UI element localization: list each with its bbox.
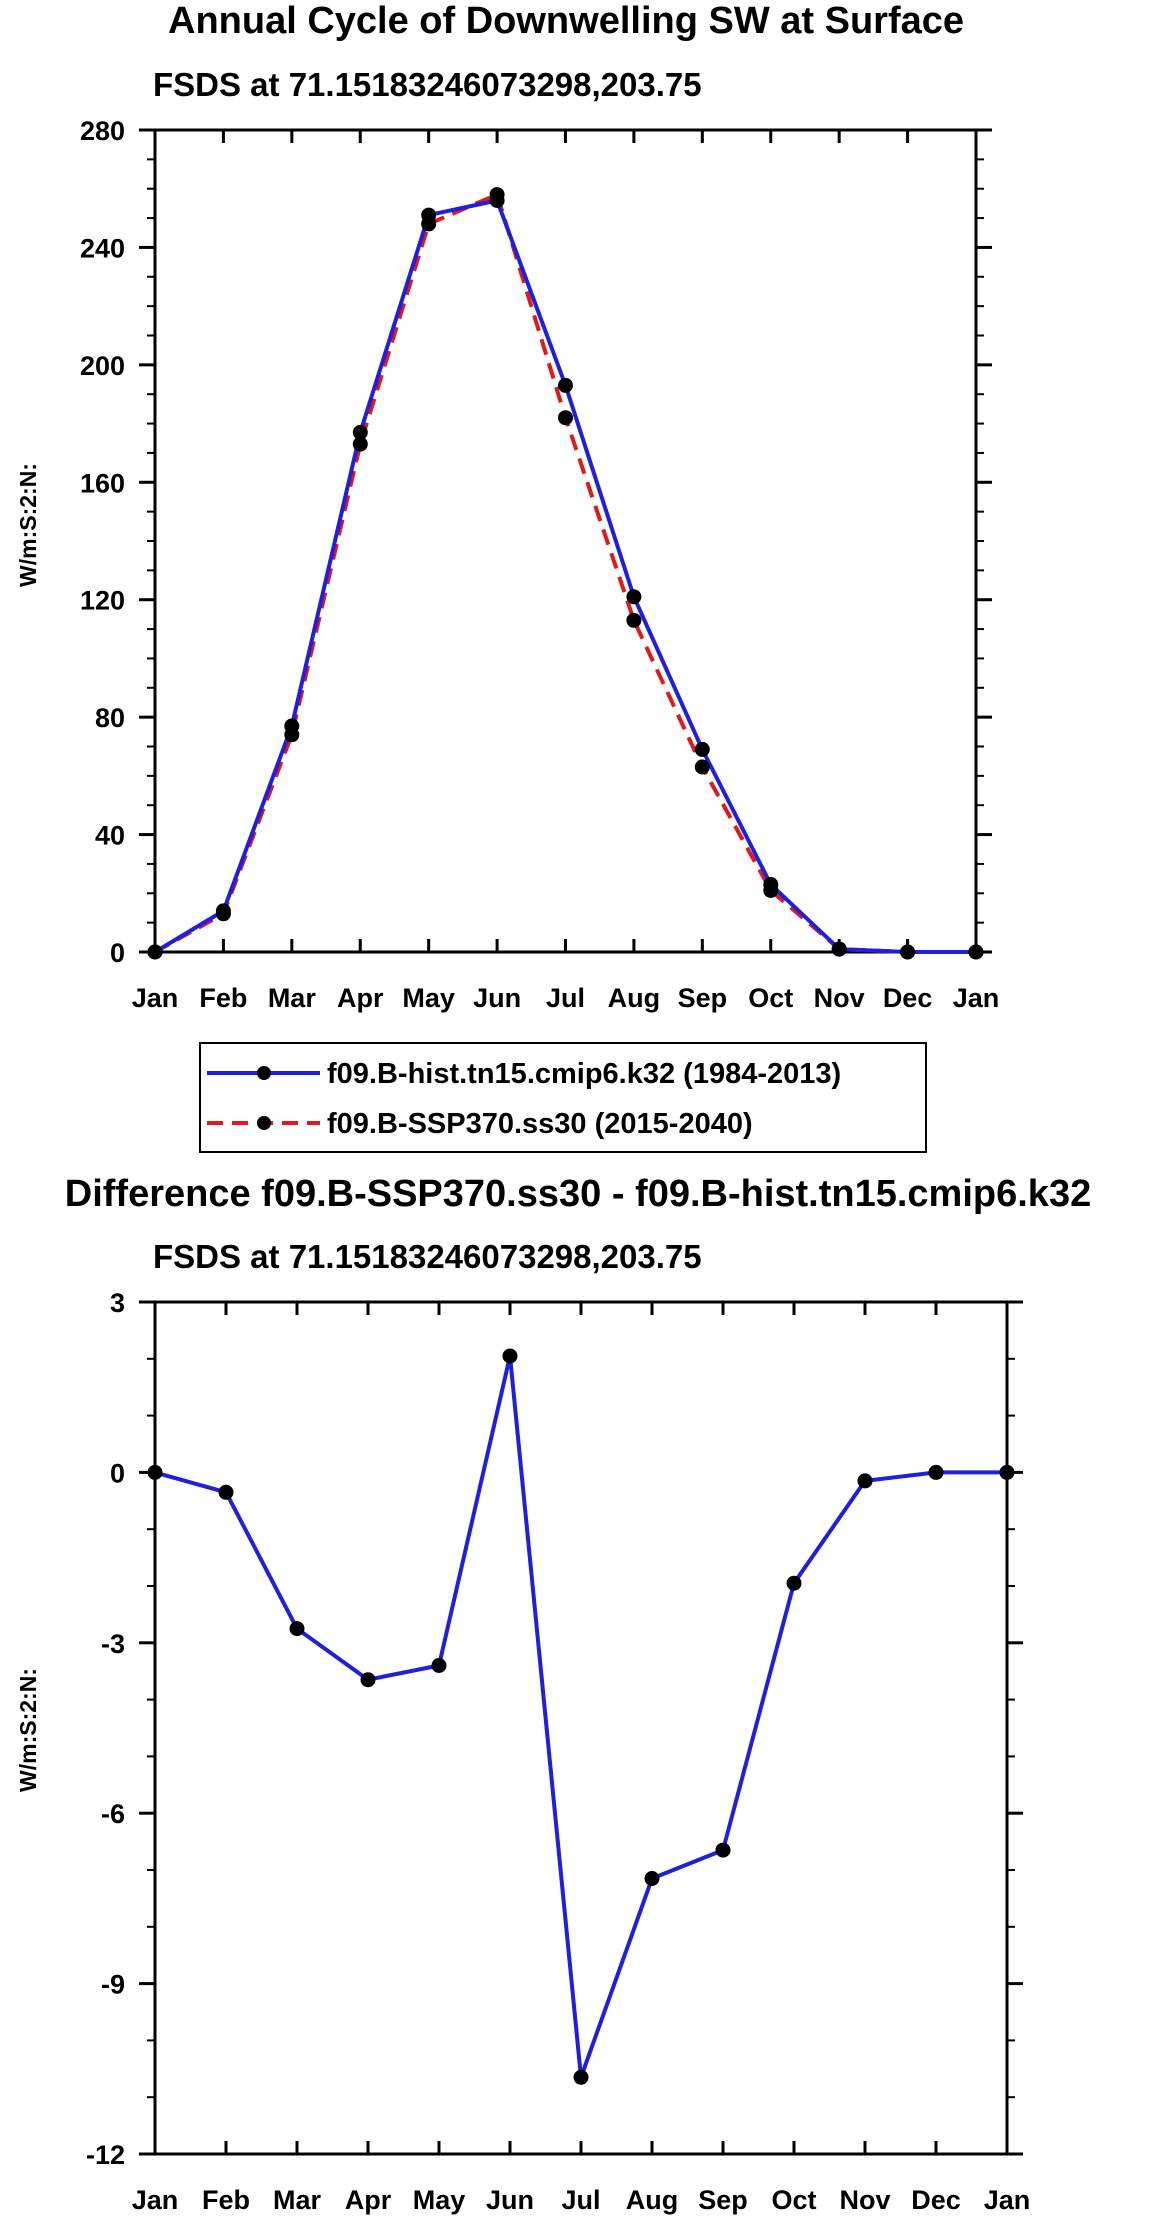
chart2-title: Difference f09.B-SSP370.ss30 - f09.B-his…: [65, 1173, 1091, 1215]
data-point: [431, 1658, 447, 1673]
data-point: [558, 410, 573, 426]
x-tick-label: May: [402, 983, 455, 1013]
y-tick-label: -12: [86, 2140, 125, 2170]
data-point: [489, 187, 505, 203]
chart1-title: Annual Cycle of Downwelling SW at Surfac…: [168, 0, 964, 42]
chart2-y-axis-label: W/m:S:2:N:: [15, 1668, 41, 1792]
x-tick-label: Dec: [911, 2185, 961, 2215]
data-point: [360, 1672, 376, 1688]
y-tick-label: 240: [80, 233, 125, 263]
chart2-plot-frame: [153, 1300, 1009, 2156]
data-point: [626, 589, 642, 605]
chart1-ticks: [139, 128, 992, 954]
x-tick-label: Nov: [839, 2185, 890, 2215]
x-tick-label: Jun: [473, 983, 521, 1013]
x-tick-label: Feb: [199, 983, 247, 1013]
difference-chart: Difference f09.B-SSP370.ss30 - f09.B-his…: [15, 1173, 1091, 2215]
x-tick-label: Jan: [132, 2185, 179, 2215]
legend-marker-ssp: [257, 1116, 271, 1130]
annual-cycle-chart: Annual Cycle of Downwelling SW at Surfac…: [15, 0, 999, 1013]
data-point: [421, 216, 437, 232]
x-tick-label: Apr: [337, 983, 384, 1013]
chart1-series: [147, 187, 984, 960]
x-tick-label: Aug: [626, 2185, 678, 2215]
chart2-subtitle: FSDS at 71.15183246073298,203.75: [153, 1238, 702, 1275]
y-tick-label: 160: [80, 468, 125, 498]
chart2-series: [147, 1348, 1015, 2085]
x-tick-label: Jul: [546, 983, 585, 1013]
x-tick-label: Feb: [202, 2185, 250, 2215]
y-tick-label: 80: [95, 703, 125, 733]
data-point: [694, 759, 710, 775]
y-tick-label: -6: [101, 1799, 125, 1829]
data-point: [999, 1464, 1015, 1480]
y-tick-label: 0: [110, 1458, 125, 1488]
y-tick-label: 200: [80, 351, 125, 381]
data-point: [928, 1464, 944, 1480]
x-tick-label: Jan: [984, 2185, 1031, 2215]
data-point: [857, 1473, 873, 1489]
x-tick-label: Sep: [678, 983, 728, 1013]
data-point: [284, 727, 300, 743]
data-point: [831, 941, 847, 957]
series-line-secondary: [154, 192, 976, 954]
x-tick-label: Dec: [883, 983, 933, 1013]
y-tick-label: 120: [80, 586, 125, 616]
x-tick-label: Oct: [771, 2185, 816, 2215]
x-tick-label: Apr: [345, 2185, 392, 2215]
data-point: [352, 436, 368, 452]
data-point: [502, 1348, 518, 1364]
legend-label-ssp: f09.B-SSP370.ss30 (2015-2040): [327, 1108, 753, 1140]
data-point: [147, 1464, 163, 1480]
data-point: [900, 944, 916, 960]
data-point: [352, 424, 368, 440]
data-point: [215, 906, 231, 922]
x-tick-label: Mar: [268, 983, 317, 1013]
x-tick-label: Jul: [561, 2185, 600, 2215]
x-tick-label: Jan: [953, 983, 1000, 1013]
x-tick-label: Nov: [814, 983, 865, 1013]
y-tick-label: 0: [110, 938, 125, 968]
chart1-x-tick-labels: Jan Feb Mar Apr May Jun Jul Aug Sep Oct Nov Dec Jan: [132, 983, 1000, 1013]
legend-box: [199, 1042, 927, 1153]
data-point: [289, 1621, 305, 1637]
x-tick-label: May: [413, 2185, 466, 2215]
x-tick-label: Oct: [748, 983, 793, 1013]
y-tick-label: 40: [95, 821, 125, 851]
data-point: [626, 612, 642, 628]
chart1-y-axis-label: W/m:S:2:N:: [15, 463, 41, 587]
x-tick-label: Mar: [273, 2185, 322, 2215]
data-point: [968, 944, 984, 960]
y-tick-label: 3: [110, 1288, 125, 1318]
data-point: [147, 944, 163, 960]
chart2-ticks: [139, 1300, 1023, 2156]
chart2-y-tick-labels: -12 -9 -6 -3 0 3: [86, 1288, 125, 2170]
legend-marker-hist: [257, 1066, 271, 1080]
data-point: [644, 1871, 660, 1886]
series-line-primary: [154, 1354, 1007, 2080]
data-point: [558, 377, 573, 393]
legend-label-hist: f09.B-hist.tn15.cmip6.k32 (1984-2013): [327, 1058, 841, 1090]
data-point: [694, 741, 710, 757]
x-tick-label: Sep: [698, 2185, 748, 2215]
data-point: [763, 882, 779, 898]
legend: f09.B-hist.tn15.cmip6.k32 (1984-2013) f0…: [199, 1042, 927, 1153]
chart1-y-tick-labels: 0 40 80 120 160 200 240 280: [80, 116, 125, 968]
y-tick-label: -9: [101, 1970, 125, 2000]
y-tick-label: -3: [101, 1629, 125, 1659]
x-tick-label: Jun: [486, 2185, 534, 2215]
x-tick-label: Jan: [132, 983, 179, 1013]
x-tick-label: Aug: [608, 983, 660, 1013]
chart2-x-tick-labels: Jan Feb Mar Apr May Jun Jul Aug Sep Oct Nov Dec Jan: [132, 2185, 1031, 2215]
data-point: [573, 2069, 589, 2085]
data-point: [218, 1484, 234, 1500]
y-tick-label: 280: [80, 116, 125, 146]
series-line-primary: [153, 198, 976, 954]
chart1-subtitle: FSDS at 71.15183246073298,203.75: [153, 66, 702, 103]
data-point: [786, 1575, 802, 1591]
data-point: [715, 1842, 731, 1858]
chart1-plot-frame: [153, 128, 978, 954]
